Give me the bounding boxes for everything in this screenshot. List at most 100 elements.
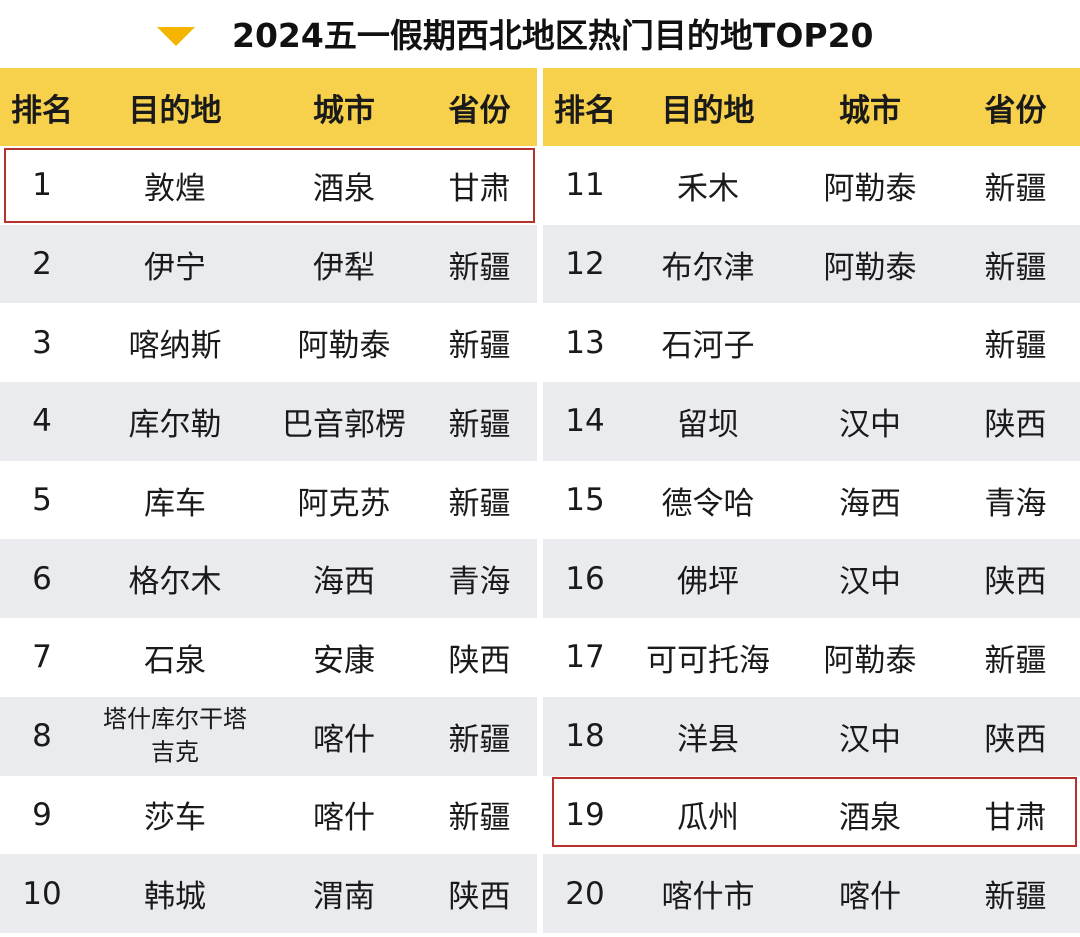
table-row: 18 洋县 汉中 陕西 bbox=[543, 696, 1080, 776]
province-cell: 青海 bbox=[951, 460, 1080, 540]
province-cell: 新疆 bbox=[422, 696, 537, 776]
rank-cell: 2 bbox=[0, 224, 84, 304]
rank-cell: 20 bbox=[543, 854, 627, 933]
table-header-row: 排名 目的地 城市 省份 bbox=[0, 68, 537, 146]
table-row: 7 石泉 安康 陕西 bbox=[0, 618, 537, 697]
table-header-row: 排名 目的地 城市 省份 bbox=[543, 68, 1080, 146]
destination-cell: 库车 bbox=[84, 460, 266, 540]
rank-cell: 1 bbox=[0, 146, 84, 225]
triangle-down-icon bbox=[157, 27, 195, 46]
province-cell: 陕西 bbox=[951, 696, 1080, 776]
province-cell: 陕西 bbox=[422, 854, 537, 933]
city-cell: 酒泉 bbox=[266, 146, 422, 225]
table-row: 17 可可托海 阿勒泰 新疆 bbox=[543, 618, 1080, 697]
rank-cell: 7 bbox=[0, 618, 84, 697]
province-cell: 陕西 bbox=[951, 539, 1080, 619]
destination-cell: 喀什市 bbox=[627, 854, 789, 933]
table-row: 6 格尔木 海西 青海 bbox=[0, 539, 537, 619]
table-row: 12 布尔津 阿勒泰 新疆 bbox=[543, 224, 1080, 304]
rank-cell: 17 bbox=[543, 618, 627, 697]
destination-cell: 禾木 bbox=[627, 146, 789, 225]
rank-cell: 4 bbox=[0, 382, 84, 461]
page-title: 2024五一假期西北地区热门目的地TOP20 bbox=[232, 16, 874, 55]
header-destination: 目的地 bbox=[84, 68, 266, 146]
table-row: 14 留坝 汉中 陕西 bbox=[543, 382, 1080, 461]
province-cell: 新疆 bbox=[951, 618, 1080, 697]
rank-cell: 13 bbox=[543, 303, 627, 383]
header-rank: 排名 bbox=[543, 68, 627, 146]
city-cell: 海西 bbox=[266, 539, 422, 619]
table-row: 11 禾木 阿勒泰 新疆 bbox=[543, 146, 1080, 225]
header-destination: 目的地 bbox=[627, 68, 789, 146]
city-cell: 阿勒泰 bbox=[789, 618, 951, 697]
city-cell: 伊犁 bbox=[266, 224, 422, 304]
table-row: 2 伊宁 伊犁 新疆 bbox=[0, 224, 537, 304]
destination-cell: 瓜州 bbox=[627, 775, 789, 855]
destination-cell: 石泉 bbox=[84, 618, 266, 697]
rank-cell: 6 bbox=[0, 539, 84, 619]
province-cell: 青海 bbox=[422, 539, 537, 619]
rank-cell: 15 bbox=[543, 460, 627, 540]
destination-cell: 格尔木 bbox=[84, 539, 266, 619]
rank-cell: 16 bbox=[543, 539, 627, 619]
header-province: 省份 bbox=[951, 68, 1080, 146]
destination-cell: 留坝 bbox=[627, 382, 789, 461]
header-province: 省份 bbox=[422, 68, 537, 146]
rank-cell: 9 bbox=[0, 775, 84, 855]
city-cell: 喀什 bbox=[266, 696, 422, 776]
destination-cell: 莎车 bbox=[84, 775, 266, 855]
city-cell: 喀什 bbox=[266, 775, 422, 855]
province-cell: 新疆 bbox=[422, 303, 537, 383]
table-row: 9 莎车 喀什 新疆 bbox=[0, 775, 537, 855]
table-row: 15 德令哈 海西 青海 bbox=[543, 460, 1080, 540]
rank-cell: 19 bbox=[543, 775, 627, 855]
header-rank: 排名 bbox=[0, 68, 84, 146]
rank-cell: 5 bbox=[0, 460, 84, 540]
rank-cell: 18 bbox=[543, 696, 627, 776]
city-cell: 安康 bbox=[266, 618, 422, 697]
rank-cell: 10 bbox=[0, 854, 84, 933]
province-cell: 新疆 bbox=[951, 854, 1080, 933]
province-cell: 陕西 bbox=[951, 382, 1080, 461]
destination-cell: 洋县 bbox=[627, 696, 789, 776]
city-cell: 阿勒泰 bbox=[789, 146, 951, 225]
ranking-table-left: 排名 目的地 城市 省份 1 敦煌 酒泉 甘肃 2 伊宁 伊犁 新疆 3 喀纳斯… bbox=[0, 68, 537, 933]
destination-cell: 布尔津 bbox=[627, 224, 789, 304]
destination-line-1: 塔什库尔干塔 bbox=[103, 705, 247, 734]
province-cell: 新疆 bbox=[951, 303, 1080, 383]
destination-cell: 伊宁 bbox=[84, 224, 266, 304]
destination-cell: 塔什库尔干塔 吉克 bbox=[84, 696, 266, 776]
table-row: 20 喀什市 喀什 新疆 bbox=[543, 854, 1080, 933]
province-cell: 新疆 bbox=[422, 224, 537, 304]
province-cell: 陕西 bbox=[422, 618, 537, 697]
rank-cell: 3 bbox=[0, 303, 84, 383]
destination-cell: 德令哈 bbox=[627, 460, 789, 540]
city-cell: 喀什 bbox=[789, 854, 951, 933]
table-row: 4 库尔勒 巴音郭楞 新疆 bbox=[0, 382, 537, 461]
city-cell bbox=[789, 303, 951, 383]
destination-cell: 石河子 bbox=[627, 303, 789, 383]
rank-cell: 12 bbox=[543, 224, 627, 304]
destination-cell: 佛坪 bbox=[627, 539, 789, 619]
destination-cell: 敦煌 bbox=[84, 146, 266, 225]
destination-cell: 韩城 bbox=[84, 854, 266, 933]
destination-cell: 库尔勒 bbox=[84, 382, 266, 461]
table-row: 10 韩城 渭南 陕西 bbox=[0, 854, 537, 933]
destination-cell: 喀纳斯 bbox=[84, 303, 266, 383]
header-city: 城市 bbox=[789, 68, 951, 146]
header-city: 城市 bbox=[266, 68, 422, 146]
city-cell: 汉中 bbox=[789, 382, 951, 461]
rank-cell: 8 bbox=[0, 696, 84, 776]
table-row: 3 喀纳斯 阿勒泰 新疆 bbox=[0, 303, 537, 383]
table-row: 1 敦煌 酒泉 甘肃 bbox=[0, 146, 537, 225]
province-cell: 新疆 bbox=[951, 224, 1080, 304]
city-cell: 汉中 bbox=[789, 539, 951, 619]
province-cell: 甘肃 bbox=[422, 146, 537, 225]
table-row: 19 瓜州 酒泉 甘肃 bbox=[543, 775, 1080, 855]
table-row: 8 塔什库尔干塔 吉克 喀什 新疆 bbox=[0, 696, 537, 776]
province-cell: 新疆 bbox=[422, 460, 537, 540]
table-row: 5 库车 阿克苏 新疆 bbox=[0, 460, 537, 540]
province-cell: 新疆 bbox=[951, 146, 1080, 225]
rank-cell: 11 bbox=[543, 146, 627, 225]
title-bar: 2024五一假期西北地区热门目的地TOP20 bbox=[0, 0, 1080, 68]
